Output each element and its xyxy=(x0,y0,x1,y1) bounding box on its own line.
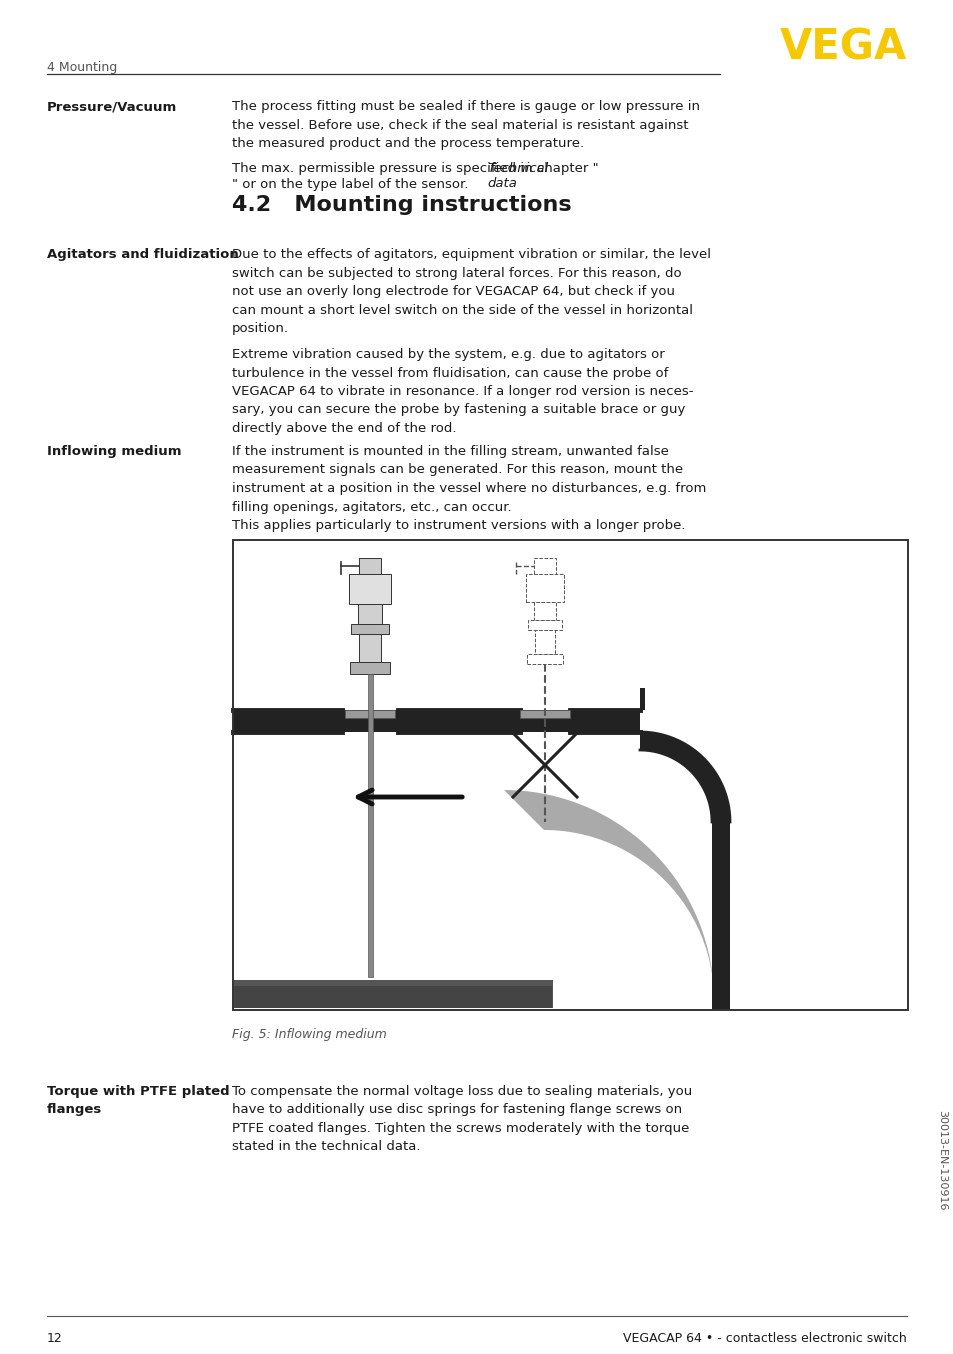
Bar xyxy=(358,634,380,662)
Text: Inflowing medium: Inflowing medium xyxy=(47,445,181,458)
Bar xyxy=(233,540,907,1010)
Text: The process fitting must be sealed if there is gauge or low pressure in
the vess: The process fitting must be sealed if th… xyxy=(232,100,700,150)
Bar xyxy=(535,630,555,654)
Text: Pressure/Vacuum: Pressure/Vacuum xyxy=(47,100,177,112)
Bar xyxy=(349,574,391,604)
Bar xyxy=(534,603,556,620)
Text: Technical
data: Technical data xyxy=(486,162,548,190)
Text: 12: 12 xyxy=(47,1332,63,1345)
Text: To compensate the normal voltage loss due to sealing materials, you
have to addi: To compensate the normal voltage loss du… xyxy=(232,1085,692,1154)
Bar xyxy=(350,662,390,674)
Text: Extreme vibration caused by the system, e.g. due to agitators or
turbulence in t: Extreme vibration caused by the system, … xyxy=(232,348,693,435)
Bar xyxy=(368,674,373,978)
Text: 4 Mounting: 4 Mounting xyxy=(47,61,117,73)
Bar xyxy=(711,822,729,1010)
Text: Fig. 5: Inflowing medium: Fig. 5: Inflowing medium xyxy=(232,1028,386,1041)
Bar xyxy=(233,980,553,1007)
Text: Agitators and fluidization: Agitators and fluidization xyxy=(47,248,238,261)
Text: The max. permissible pressure is specified in chapter ": The max. permissible pressure is specifi… xyxy=(232,162,598,175)
Bar xyxy=(527,620,561,630)
Bar xyxy=(351,624,389,634)
Text: " or on the type label of the sensor.: " or on the type label of the sensor. xyxy=(232,177,468,191)
Bar xyxy=(525,574,563,603)
Bar xyxy=(639,688,644,709)
Text: 4.2   Mounting instructions: 4.2 Mounting instructions xyxy=(232,195,571,215)
Text: Torque with PTFE plated
flanges: Torque with PTFE plated flanges xyxy=(47,1085,230,1116)
Bar xyxy=(526,654,562,663)
Bar xyxy=(357,604,381,624)
Bar xyxy=(713,822,727,1001)
Bar xyxy=(233,986,552,1007)
Bar xyxy=(233,540,907,1010)
Text: This applies particularly to instrument versions with a longer probe.: This applies particularly to instrument … xyxy=(232,519,685,532)
Bar xyxy=(358,558,380,574)
Text: VEGA: VEGA xyxy=(779,27,906,69)
Bar xyxy=(534,558,556,574)
Bar xyxy=(233,709,639,733)
Bar xyxy=(397,709,519,733)
Polygon shape xyxy=(639,733,729,822)
Bar xyxy=(345,709,395,718)
Polygon shape xyxy=(503,789,713,1001)
Bar xyxy=(519,709,569,718)
Bar xyxy=(569,709,639,733)
Bar xyxy=(233,709,341,733)
Text: VEGACAP 64 • - contactless electronic switch: VEGACAP 64 • - contactless electronic sw… xyxy=(622,1332,906,1345)
Text: Due to the effects of agitators, equipment vibration or similar, the level
switc: Due to the effects of agitators, equipme… xyxy=(232,248,710,334)
Text: 30013-EN-130916: 30013-EN-130916 xyxy=(936,1110,946,1210)
Text: If the instrument is mounted in the filling stream, unwanted false
measurement s: If the instrument is mounted in the fill… xyxy=(232,445,705,513)
